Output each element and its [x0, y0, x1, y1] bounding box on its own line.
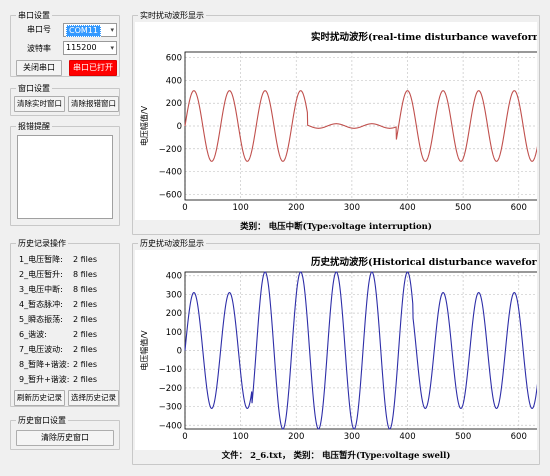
x-tick-label: 200	[288, 203, 304, 213]
history-item-label: 7_电压波动:	[19, 345, 63, 354]
refresh-history-button[interactable]: 刷新历史记录	[14, 390, 65, 406]
port-select[interactable]: COM11 ▾	[63, 23, 117, 37]
port-label: 串口号	[27, 25, 51, 34]
history-chart: 0 100 200 300 400 500 600 −400 −300 −200 −100 0 100 2…	[135, 250, 550, 450]
history-ops-title: 历史记录操作	[16, 238, 68, 249]
x-tick-label: 600	[511, 203, 527, 213]
x-tick-label: 200	[288, 432, 304, 442]
baud-label: 波特率	[27, 44, 51, 53]
y-tick-label: −300	[159, 403, 182, 413]
x-tick-label: 100	[233, 203, 249, 213]
history-item-count: 2 files	[73, 300, 97, 309]
close-port-button[interactable]: 关闭串口	[16, 60, 62, 76]
alarm-group: 报错提醒	[10, 121, 120, 226]
serial-settings-title: 串口设置	[16, 10, 52, 21]
y-tick-label: 200	[166, 99, 182, 109]
y-tick-label: −600	[159, 190, 182, 200]
history-item-count: 8 files	[73, 270, 97, 279]
y-axis-label: 电压幅值/V	[139, 330, 149, 371]
series-line	[184, 271, 542, 430]
realtime-panel-title: 实时扰动波形显示	[138, 10, 206, 21]
history-item-label: 2_电压暂升:	[19, 270, 63, 279]
history-item-count: 2 files	[73, 315, 97, 324]
history-item-label: 4_暂态脉冲:	[19, 300, 63, 309]
x-tick-label: 400	[399, 203, 415, 213]
baud-select[interactable]: 115200 ▾	[63, 41, 117, 55]
clear-realtime-button[interactable]: 清除实时窗口	[14, 96, 65, 112]
y-tick-label: 300	[166, 290, 182, 300]
history-panel-title: 历史扰动波形显示	[138, 238, 206, 249]
realtime-chart: 0 100 200 300 400 500 600 −600 −400 −200 0 200 400 60…	[135, 22, 550, 220]
alarm-textarea[interactable]	[17, 135, 113, 219]
history-item-label: 5_瞬态振荡:	[19, 315, 63, 324]
x-tick-label: 400	[399, 432, 415, 442]
series-line	[184, 90, 542, 162]
realtime-caption: 类别： 电压中断(Type:voltage interruption)	[240, 222, 432, 232]
history-caption: 文件： 2_6.txt， 类别： 电压暂升(Type:voltage swell…	[221, 451, 451, 461]
baud-value: 115200	[66, 43, 97, 52]
history-item-label: 8_暂降+谐波:	[19, 360, 70, 369]
alarm-title: 报错提醒	[16, 121, 52, 132]
y-tick-label: 600	[166, 54, 182, 64]
port-value: COM11	[66, 25, 101, 37]
history-item-count: 2 files	[73, 330, 97, 339]
serial-settings-group: 串口设置 串口号 COM11 ▾ 波特率 115200 ▾ 关闭串口 串口已打开	[10, 10, 120, 77]
history-panel: 历史扰动波形显示 0 100 200 300 400 500 600 −400 −300 −200…	[132, 238, 550, 465]
history-item-label: 9_暂升+谐波:	[19, 375, 70, 384]
window-settings-title: 窗口设置	[16, 83, 52, 94]
x-tick-label: 100	[233, 432, 249, 442]
y-tick-label: −200	[159, 384, 182, 394]
x-tick-label: 300	[344, 203, 360, 213]
clear-history-button[interactable]: 清除历史窗口	[16, 430, 114, 446]
history-item-label: 1_电压暂降:	[19, 255, 63, 264]
history-item-count: 8 files	[73, 285, 97, 294]
y-tick-label: 400	[166, 76, 182, 86]
chart-title: 实时扰动波形(real-time disturbance waveform di…	[311, 31, 537, 43]
y-tick-label: 0	[177, 347, 182, 357]
window-settings-group: 窗口设置 清除实时窗口 清除报错窗口	[10, 83, 120, 116]
history-item-label: 3_电压中断:	[19, 285, 63, 294]
x-tick-label: 500	[455, 203, 471, 213]
x-tick-label: 0	[182, 203, 187, 213]
history-item-count: 2 files	[73, 360, 97, 369]
select-history-button[interactable]: 选择历史记录	[68, 390, 119, 406]
realtime-chart-svg: 0 100 200 300 400 500 600 −600 −400 −200 0 200 400 60…	[139, 31, 550, 213]
history-item-label: 6_谐波:	[19, 330, 47, 339]
y-axis-label: 电压幅值/V	[139, 105, 149, 146]
history-item-count: 2 files	[73, 255, 97, 264]
history-ops-group: 历史记录操作 1_电压暂降: 2 files 2_电压暂升: 8 files 3_电压中…	[10, 238, 120, 407]
y-tick-label: 200	[166, 309, 182, 319]
history-window-title: 历史窗口设置	[16, 415, 68, 426]
history-window-group: 历史窗口设置 清除历史窗口	[10, 415, 120, 450]
history-chart-svg: 0 100 200 300 400 500 600 −400 −300 −200 −100 0 100 2…	[139, 256, 550, 442]
y-tick-label: −400	[159, 421, 182, 431]
y-tick-label: 0	[177, 122, 182, 132]
y-tick-label: −400	[159, 168, 182, 178]
x-tick-label: 0	[182, 432, 187, 442]
realtime-panel: 实时扰动波形显示 0 100 200 300 400 500 600 −600 −400 −200…	[132, 10, 550, 235]
x-tick-label: 300	[344, 432, 360, 442]
clear-alarm-button[interactable]: 清除报错窗口	[68, 96, 119, 112]
y-tick-label: 400	[166, 272, 182, 282]
history-item-count: 2 files	[73, 375, 97, 384]
port-status-button[interactable]: 串口已打开	[69, 60, 117, 76]
x-tick-label: 600	[511, 432, 527, 442]
y-tick-label: 100	[166, 328, 182, 338]
x-tick-label: 500	[455, 432, 471, 442]
history-item-count: 2 files	[73, 345, 97, 354]
y-tick-label: −100	[159, 365, 182, 375]
chevron-down-icon: ▾	[110, 26, 114, 34]
chart-title: 历史扰动波形(Historical disturbance waveform d…	[311, 256, 537, 268]
chevron-down-icon: ▾	[110, 44, 114, 52]
y-tick-label: −200	[159, 145, 182, 155]
